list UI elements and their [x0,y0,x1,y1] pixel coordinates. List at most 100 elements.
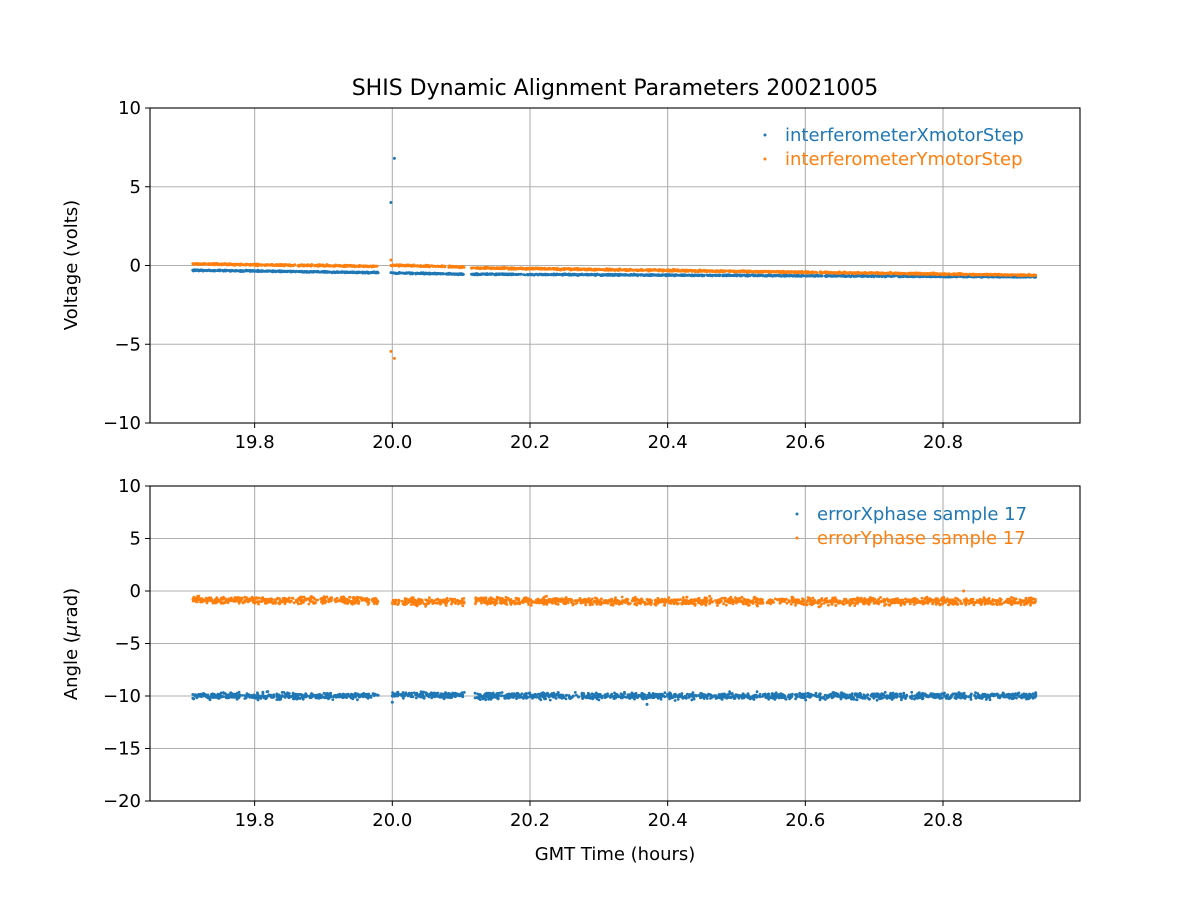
legend-marker [763,157,767,161]
data-point [722,269,726,273]
data-point [641,269,645,272]
data-point [392,692,396,695]
data-point [392,156,396,160]
data-point [390,694,394,698]
data-point [251,263,254,267]
data-point [582,273,586,277]
data-point [235,269,239,273]
data-point [580,273,584,276]
data-point [520,266,523,270]
data-point [806,270,810,274]
data-point [708,269,712,272]
data-point [740,269,744,273]
data-point [607,268,611,272]
data-point [285,693,289,697]
data-point [546,273,550,276]
data-point [912,275,916,279]
series-interferometerYmotorStep [191,258,1038,360]
data-point [403,264,407,268]
data-point [211,269,214,272]
data-point [928,274,932,278]
data-point [649,273,653,276]
data-point [321,264,325,268]
data-point [928,272,931,276]
data-point [793,271,797,274]
data-point [247,694,251,698]
data-point [969,273,972,277]
x-tick-label: 20.0 [372,810,412,831]
data-point [327,697,331,700]
data-point [367,692,371,696]
data-point [277,270,280,273]
data-point [343,264,347,268]
data-point [196,262,200,266]
data-point [369,694,372,698]
data-point [440,695,444,699]
data-point [846,274,850,278]
data-point [859,272,863,275]
data-point [843,275,847,278]
y-tick-label: 10 [118,98,141,119]
y-tick-label: −5 [114,334,141,355]
data-point [813,270,817,274]
data-point [422,696,426,700]
data-point [347,264,350,268]
data-point [764,270,767,274]
data-point [252,693,256,697]
data-point [231,693,235,697]
data-point [372,265,376,268]
data-point [904,272,908,276]
data-point [327,270,331,274]
data-point [543,272,547,276]
data-point [702,269,706,273]
data-point [335,264,339,268]
data-point [746,270,749,274]
data-point [405,271,409,274]
data-point [954,273,958,276]
data-point [486,266,490,270]
data-point [910,690,914,694]
data-point [935,272,938,276]
data-point [672,269,675,273]
data-point [432,272,436,276]
data-point [306,270,309,274]
data-point [515,267,519,271]
data-point [494,267,498,270]
data-point [302,270,306,274]
x-tick-label: 20.4 [648,432,688,453]
data-point [303,263,307,267]
data-point [868,271,871,275]
data-point [191,696,195,700]
data-point [510,272,514,276]
data-point [627,268,631,272]
data-point [205,695,208,699]
data-point [332,695,335,699]
data-point [359,694,363,698]
data-point [275,694,279,698]
data-point [548,267,552,271]
data-point [738,270,742,273]
data-point [594,267,598,271]
data-point [350,695,354,699]
data-point [500,273,504,276]
data-point [374,264,378,268]
data-point [404,691,408,695]
data-point [656,273,660,277]
data-point [788,274,792,278]
data-point [1034,274,1037,277]
data-point [394,272,398,275]
data-point [255,695,259,699]
data-point [346,692,350,696]
data-point [607,273,611,277]
data-point [511,267,515,270]
data-point [584,273,588,276]
data-point [320,270,324,273]
data-point [642,273,646,277]
data-point [702,274,706,278]
data-point [724,269,728,273]
data-point [780,271,784,275]
data-point [705,273,709,277]
data-point [730,269,734,273]
data-point [572,267,576,270]
y-tick-label: 5 [130,177,141,198]
